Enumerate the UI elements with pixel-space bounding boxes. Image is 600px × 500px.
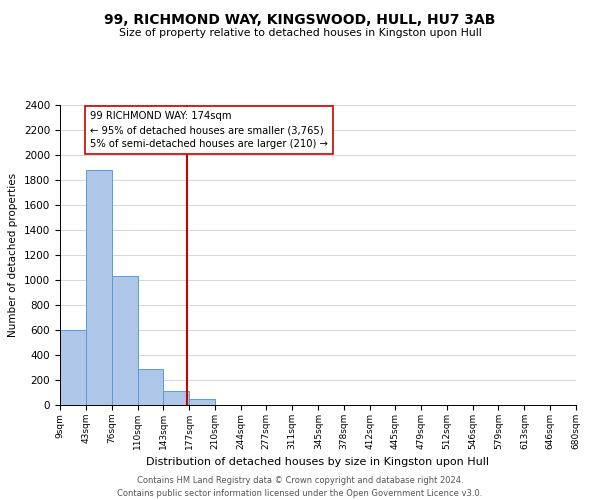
Bar	[163, 390, 189, 405]
Text: Size of property relative to detached houses in Kingston upon Hull: Size of property relative to detached ho…	[119, 28, 481, 38]
Text: 99, RICHMOND WAY, KINGSWOOD, HULL, HU7 3AB: 99, RICHMOND WAY, KINGSWOOD, HULL, HU7 3…	[104, 12, 496, 26]
Text: Contains HM Land Registry data © Crown copyright and database right 2024.
Contai: Contains HM Land Registry data © Crown c…	[118, 476, 482, 498]
Bar	[60, 330, 86, 405]
Bar	[189, 399, 215, 405]
Bar	[137, 370, 163, 405]
Bar	[86, 170, 112, 405]
X-axis label: Distribution of detached houses by size in Kingston upon Hull: Distribution of detached houses by size …	[146, 458, 490, 468]
Y-axis label: Number of detached properties: Number of detached properties	[8, 173, 19, 337]
Text: 99 RICHMOND WAY: 174sqm
← 95% of detached houses are smaller (3,765)
5% of semi-: 99 RICHMOND WAY: 174sqm ← 95% of detache…	[90, 112, 328, 149]
Bar	[112, 276, 137, 405]
